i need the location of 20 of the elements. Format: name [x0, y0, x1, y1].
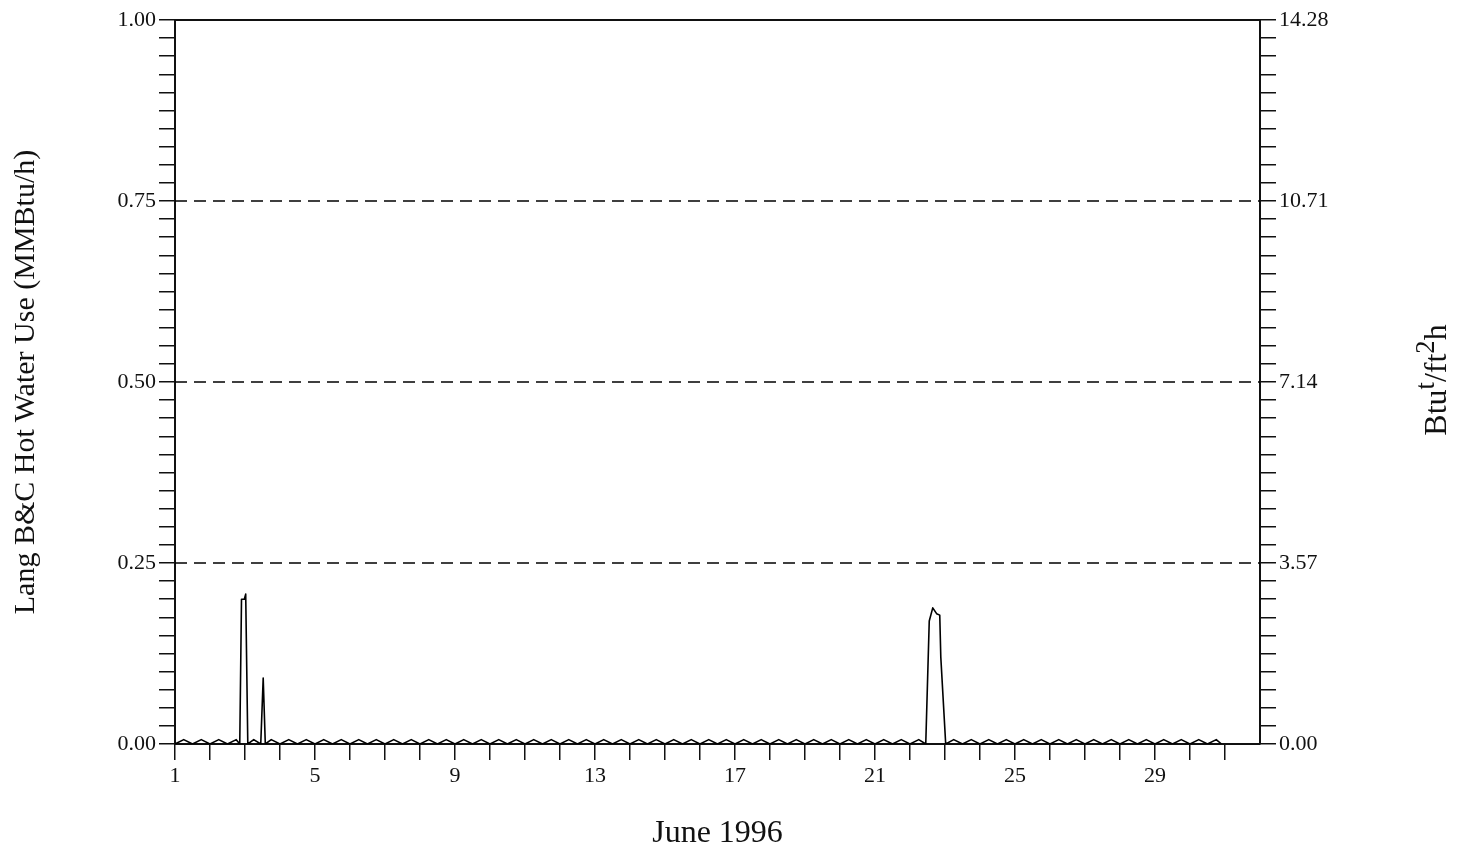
y2-tick-label: 3.57 — [1279, 548, 1318, 574]
y-tick-label: 0.25 — [117, 548, 156, 574]
x-tick-label: 21 — [864, 761, 886, 787]
y-tick-label: 0.75 — [117, 186, 156, 212]
y-tick-label: 0.50 — [117, 367, 156, 393]
y2-tick-label: 7.14 — [1279, 367, 1318, 393]
x-tick-label: 1 — [169, 761, 181, 787]
x-tick-label: 17 — [724, 761, 746, 787]
x-tick-label: 5 — [309, 761, 321, 787]
y2-tick-label: 10.71 — [1279, 186, 1329, 212]
y-tick-label: 1.00 — [117, 5, 156, 31]
x-tick-label: 25 — [1004, 761, 1026, 787]
y-axis-title: Lang B&C Hot Water Use (MMBtu/h) — [6, 149, 41, 615]
x-tick-label: 9 — [449, 761, 461, 787]
y2-tick-label: 14.28 — [1279, 5, 1329, 31]
x-axis-title: June 1996 — [652, 813, 783, 850]
y-tick-label: 0.00 — [117, 729, 156, 755]
x-tick-label: 29 — [1144, 761, 1166, 787]
y2-tick-label: 0.00 — [1279, 729, 1318, 755]
x-tick-label: 13 — [584, 761, 606, 787]
